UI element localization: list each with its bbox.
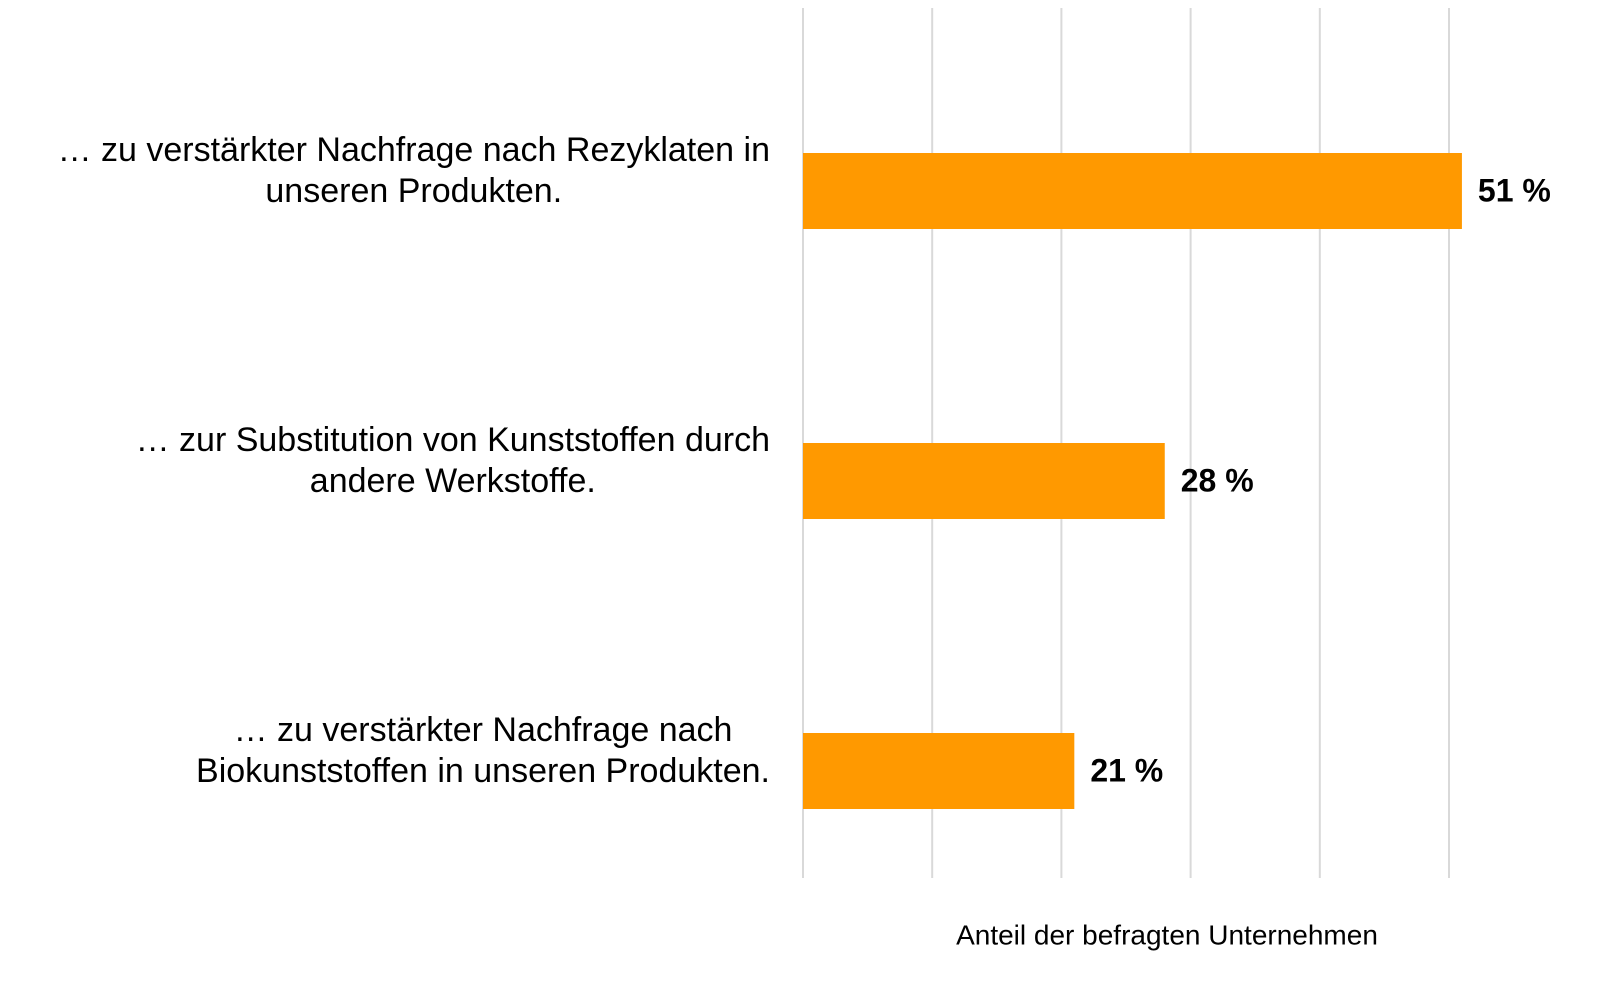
- bar: [803, 733, 1075, 809]
- bar: [803, 443, 1165, 519]
- x-axis-label: Anteil der befragten Unternehmen: [956, 919, 1378, 950]
- category-label: … zu verstärkter Nachfrage nach Biokunst…: [196, 711, 770, 790]
- category-label: … zur Substitution von Kunststoffen durc…: [135, 421, 770, 500]
- data-label: 28 %: [1181, 462, 1254, 498]
- category-label: … zu verstärkter Nachfrage nach Rezyklat…: [57, 131, 770, 210]
- data-label: 21 %: [1090, 752, 1163, 788]
- bar: [803, 153, 1462, 229]
- data-label: 51 %: [1478, 172, 1551, 208]
